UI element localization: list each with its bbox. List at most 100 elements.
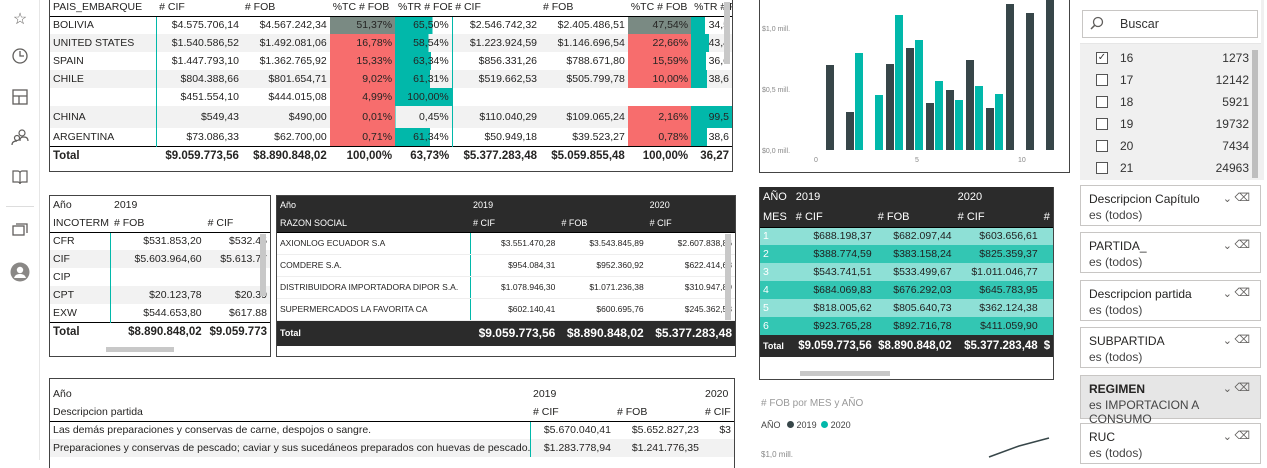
bar[interactable]: [906, 48, 914, 150]
chevron-down-icon[interactable]: ⌄: [1222, 335, 1232, 347]
checkbox[interactable]: [1096, 162, 1108, 174]
bar[interactable]: [895, 15, 903, 150]
people-icon[interactable]: [10, 128, 30, 148]
table-row[interactable]: 1 $688.198,37 $682.097,44 $603.656,61: [760, 227, 1053, 245]
bar[interactable]: [875, 95, 883, 150]
apps-icon[interactable]: [10, 88, 30, 108]
table-row[interactable]: 3 $543.741,51 $533.499,67 $1.011.046,77: [760, 263, 1053, 281]
chevron-down-icon[interactable]: ⌄: [1222, 383, 1232, 395]
table-row[interactable]: AXIONLOG ECUADOR S.A $3.551.470,28 $3.543.…: [277, 232, 735, 255]
vertical-scrollbar[interactable]: [260, 234, 266, 296]
bar[interactable]: [946, 90, 954, 150]
bar[interactable]: [955, 100, 963, 150]
chevron-down-icon[interactable]: ⌄: [1222, 193, 1232, 205]
table-row[interactable]: $451.554,10 $444.015,08 4,99% 100,00%: [50, 88, 732, 106]
table-row[interactable]: 6 $923.765,28 $892.716,78 $411.059,90: [760, 317, 1053, 335]
table-row[interactable]: 5 $818.005,62 $805.640,73 $362.124,38: [760, 299, 1053, 317]
slicer-item[interactable]: 20 7434: [1080, 136, 1261, 158]
filter-card[interactable]: RUC es (todos) ⌄ ⌫: [1080, 423, 1261, 464]
col-header[interactable]: # CIF: [954, 207, 1041, 228]
bar[interactable]: [846, 112, 854, 150]
chevron-down-icon[interactable]: ⌄: [1222, 431, 1232, 443]
col-header[interactable]: # FOB: [110, 214, 205, 233]
col-header[interactable]: %TC # FOB: [627, 0, 692, 17]
bar[interactable]: [995, 94, 1003, 150]
table-row[interactable]: CFR $531.853,20 $532.45: [50, 232, 270, 250]
workspaces-icon[interactable]: [10, 222, 30, 242]
vertical-scrollbar[interactable]: [724, 2, 730, 64]
bar[interactable]: [926, 103, 934, 150]
table-row[interactable]: EXW $544.653,80 $617.88: [50, 304, 270, 322]
filter-card[interactable]: PARTIDA_ es (todos) ⌄ ⌫: [1080, 232, 1261, 273]
horizontal-scrollbar[interactable]: [800, 371, 890, 376]
checkbox[interactable]: ✓: [1096, 52, 1108, 64]
bar[interactable]: [915, 40, 923, 150]
col-header[interactable]: # FOB: [614, 403, 702, 422]
profile-icon[interactable]: [10, 262, 30, 282]
col-header[interactable]: %TR # FO: [691, 0, 732, 17]
col-header[interactable]: RAZON SOCIAL: [277, 214, 471, 233]
checkbox[interactable]: [1096, 96, 1108, 108]
col-header[interactable]: #: [1040, 207, 1053, 228]
col-header[interactable]: Descripcion partida: [50, 403, 530, 422]
filter-card[interactable]: REGIMEN es IMPORTACION A CONSUMO ⌄ ⌫: [1080, 375, 1261, 426]
table-row[interactable]: Las demás preparaciones y conservas de c…: [50, 421, 734, 439]
eraser-icon[interactable]: ⌫: [1234, 430, 1250, 442]
col-header[interactable]: # CIF: [646, 214, 735, 233]
table-row[interactable]: DISTRIBUIDORA IMPORTADORA DIPOR S.A. $1.0…: [277, 276, 735, 299]
eraser-icon[interactable]: ⌫: [1234, 334, 1250, 346]
bar[interactable]: [966, 60, 974, 150]
col-header[interactable]: # FOB: [241, 0, 330, 17]
table-row[interactable]: 2 $388.774,59 $383.158,24 $825.359,37: [760, 245, 1053, 263]
bar[interactable]: [1006, 4, 1014, 150]
bar[interactable]: [986, 108, 994, 150]
table-row[interactable]: COMDERE S.A. $954.084,31 $952.360,92 $622.4…: [277, 254, 735, 277]
bar[interactable]: [975, 86, 983, 150]
table-row[interactable]: BOLIVIA $4.575.706,14 $4.567.242,34 51,37% 6…: [50, 16, 732, 34]
col-header[interactable]: # CIF: [702, 403, 734, 422]
col-header[interactable]: # CIF: [156, 0, 242, 17]
table-row[interactable]: Preparaciones y conservas de pescado; ca…: [50, 439, 734, 457]
table-row[interactable]: 4 $684.069,83 $676.292,03 $645.783,95: [760, 281, 1053, 299]
checkbox[interactable]: [1096, 140, 1108, 152]
horizontal-scrollbar[interactable]: [106, 347, 174, 352]
search-box[interactable]: Buscar: [1082, 10, 1258, 38]
table-row[interactable]: CPT $20.123,78 $20.39: [50, 286, 270, 304]
table-row[interactable]: CHINA $549,43 $490,00 0,01% 0,45% $110.040,29…: [50, 106, 732, 128]
table-row[interactable]: CHILE $804.388,66 $801.654,71 9,02% 61,31% $5…: [50, 70, 732, 88]
clock-icon[interactable]: [10, 47, 30, 67]
bar[interactable]: [935, 81, 943, 150]
bar[interactable]: [1026, 13, 1034, 150]
col-header[interactable]: # CIF: [470, 214, 559, 233]
col-header[interactable]: MES: [760, 207, 793, 228]
filter-card[interactable]: Descripcion partida es (todos) ⌄ ⌫: [1080, 280, 1261, 321]
eraser-icon[interactable]: ⌫: [1234, 192, 1250, 204]
table-row[interactable]: CIP: [50, 268, 270, 286]
table-row[interactable]: UNITED STATES $1.540.586,52 $1.492.081,06 1…: [50, 34, 732, 52]
eraser-icon[interactable]: ⌫: [1234, 382, 1250, 394]
book-icon[interactable]: [10, 168, 30, 188]
bar[interactable]: [1046, 0, 1054, 150]
col-header[interactable]: # FOB: [874, 207, 955, 228]
bar[interactable]: [886, 64, 894, 150]
slicer-scrollbar[interactable]: [1252, 50, 1258, 178]
slicer-item[interactable]: ✓ 16 1273: [1080, 48, 1261, 70]
col-header[interactable]: # CIF: [792, 207, 875, 228]
slicer-item[interactable]: 18 5921: [1080, 92, 1261, 114]
eraser-icon[interactable]: ⌫: [1234, 287, 1250, 299]
col-header[interactable]: # FOB: [558, 214, 647, 233]
chevron-down-icon[interactable]: ⌄: [1222, 240, 1232, 252]
col-header[interactable]: %TR # FOB: [395, 0, 453, 17]
slicer-item[interactable]: 21 24963: [1080, 158, 1261, 180]
filter-card[interactable]: SUBPARTIDA es (todos) ⌄ ⌫: [1080, 327, 1261, 368]
col-header[interactable]: INCOTERM: [50, 214, 111, 233]
table-row[interactable]: SUPERMERCADOS LA FAVORITA CA $602.140,41 $…: [277, 298, 735, 321]
col-header[interactable]: # FOB: [540, 0, 628, 17]
col-header[interactable]: # CIF: [204, 214, 270, 233]
slicer-item[interactable]: 17 12142: [1080, 70, 1261, 92]
checkbox[interactable]: [1096, 74, 1108, 86]
col-header[interactable]: PAIS_EMBARQUE: [50, 0, 157, 17]
vertical-scrollbar[interactable]: [725, 234, 731, 320]
table-row[interactable]: SPAIN $1.447.793,10 $1.362.765,92 15,33% 63,…: [50, 52, 732, 70]
chevron-down-icon[interactable]: ⌄: [1222, 288, 1232, 300]
